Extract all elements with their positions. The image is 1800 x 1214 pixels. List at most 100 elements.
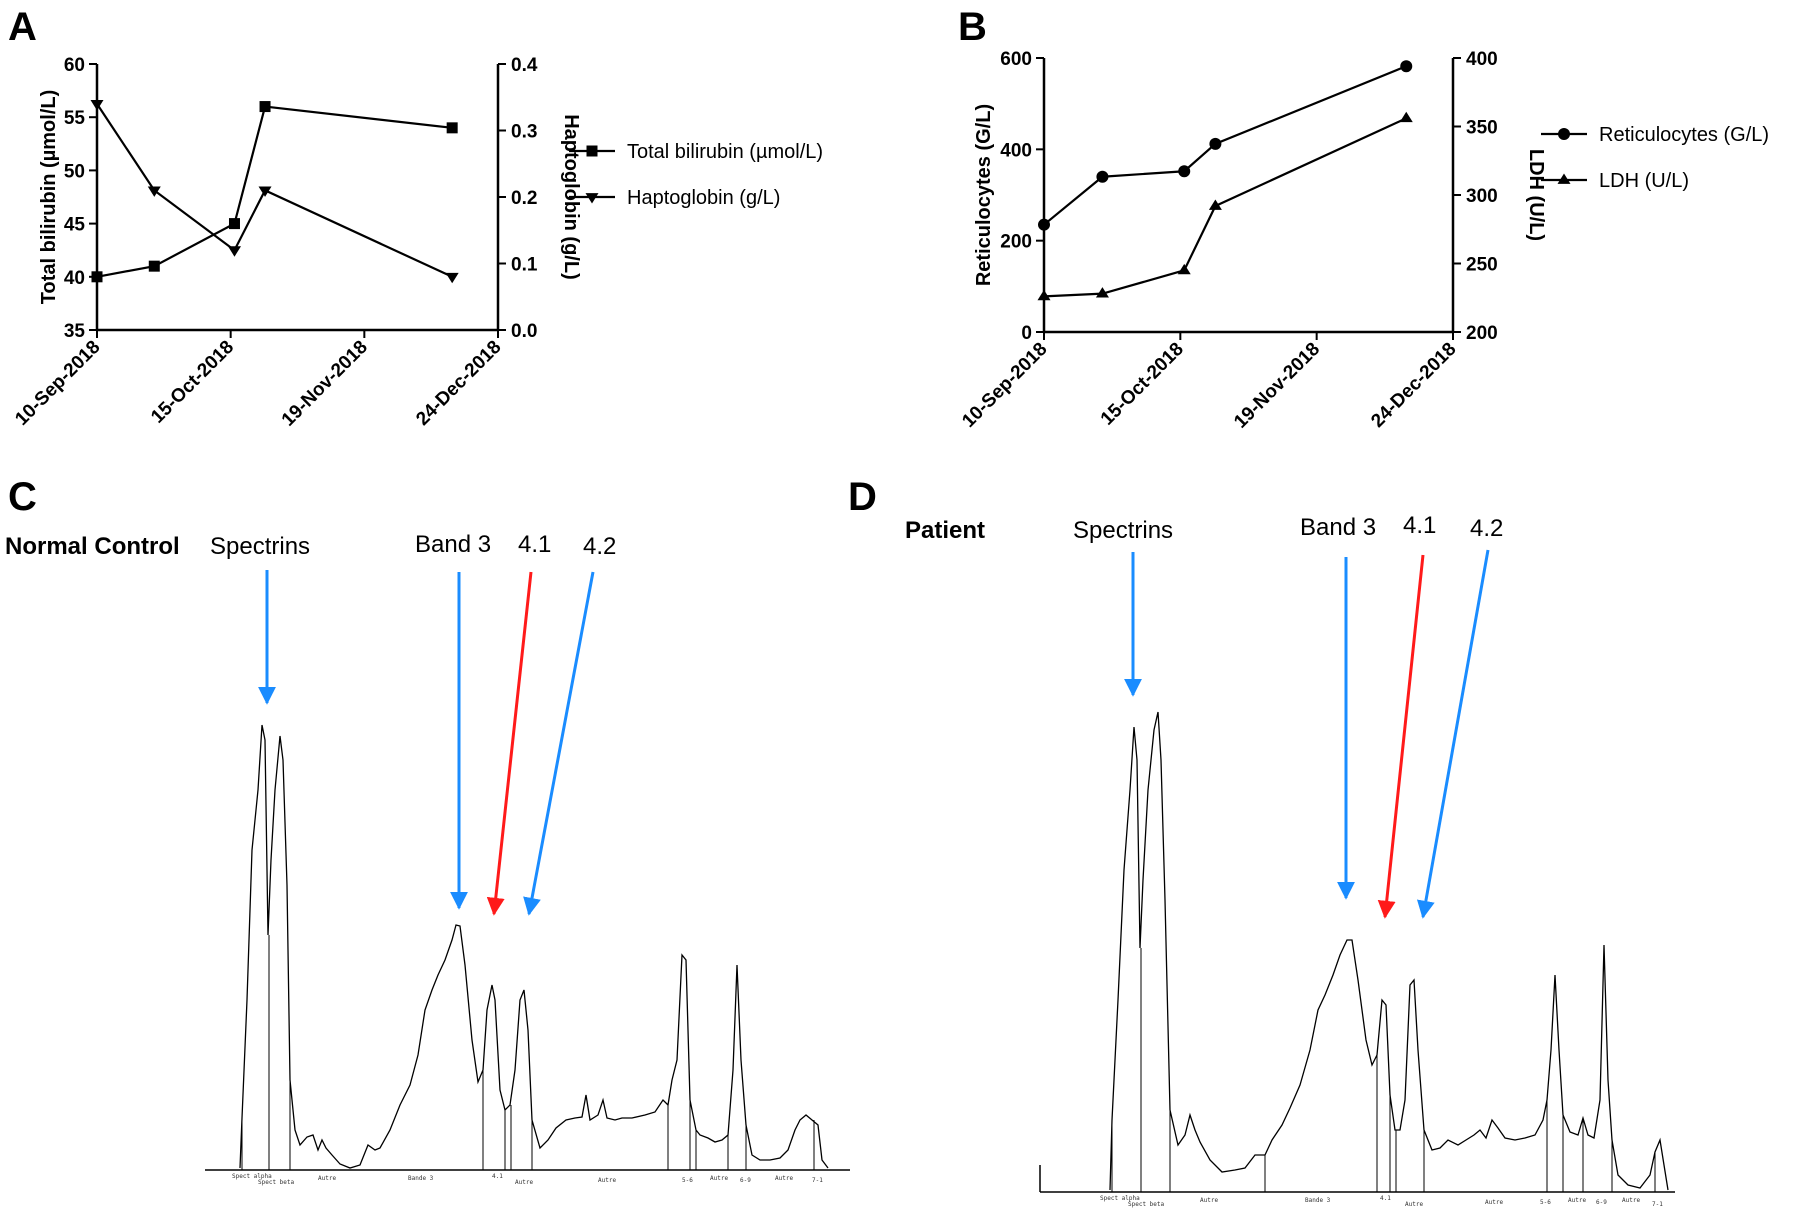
svg-text:Autre: Autre	[318, 1175, 336, 1182]
panel-letter-c: C	[8, 475, 37, 519]
svg-text:Spect alpha: Spect alpha	[1100, 1195, 1140, 1202]
data-point	[1209, 137, 1222, 150]
y-tick-label-left: 200	[1000, 232, 1032, 253]
arrow-band42	[523, 571, 595, 916]
y-tick-label-left: 45	[64, 215, 86, 236]
scan-labels-normal: Spect alpha Spect beta Autre Bande 3 4.1…	[232, 1173, 823, 1186]
svg-text:5-6: 5-6	[682, 1177, 693, 1184]
segment-lines-normal	[241, 935, 815, 1170]
svg-text:7-1: 7-1	[812, 1177, 823, 1184]
svg-text:Autre: Autre	[775, 1175, 793, 1182]
x-tick-label: 24-Dec-2018	[412, 337, 505, 430]
data-point	[446, 122, 458, 134]
label-band42: 4.2	[583, 533, 616, 560]
data-point	[445, 272, 459, 284]
data-point	[1096, 170, 1109, 183]
x-tick-label: 15-Oct-2018	[1097, 339, 1188, 430]
legend-marker-1	[585, 193, 599, 204]
x-tick-label: 19-Nov-2018	[278, 337, 372, 431]
segment-lines-patient	[1111, 948, 1656, 1192]
svg-text:Spect beta: Spect beta	[1128, 1201, 1165, 1208]
data-point	[147, 186, 161, 197]
y-tick-label-right: 400	[1466, 49, 1498, 70]
data-point	[1095, 287, 1109, 298]
y-tick-label-left: 40	[64, 268, 85, 289]
y-tick-label-right: 0.4	[511, 55, 538, 76]
legend-marker-0	[1558, 128, 1570, 140]
label-band41: 4.1	[1403, 512, 1436, 539]
data-point	[258, 186, 272, 197]
legend-label-1: LDH (U/L)	[1599, 170, 1689, 192]
svg-text:Autre: Autre	[710, 1175, 728, 1182]
panel-letter-d: D	[848, 475, 877, 519]
legend-label-0: Total bilirubin (µmol/L)	[627, 141, 823, 163]
legend-label-0: Reticulocytes (G/L)	[1599, 124, 1769, 146]
svg-text:Spect alpha: Spect alpha	[232, 1173, 272, 1180]
label-spectrins: Spectrins	[1073, 517, 1173, 544]
y-axis-title-right: LDH (U/L)	[1525, 149, 1547, 241]
y-tick-label-left: 50	[64, 161, 85, 182]
svg-text:7-1: 7-1	[1652, 1201, 1663, 1208]
densitometry-trace-patient	[1109, 711, 1669, 1191]
panel-letter-b: B	[958, 5, 987, 49]
x-tick-label: 15-Oct-2018	[147, 337, 238, 428]
data-point	[1400, 60, 1413, 73]
gel-scan-d: Patient Spectrins Band 3 4.1 4.2 Spect a…	[905, 512, 1675, 1208]
y-tick-label-right: 0.1	[511, 255, 538, 276]
gel-scan-c: Normal Control Spectrins Band 3 4.1 4.2 …	[5, 531, 850, 1186]
svg-text:Bande 3: Bande 3	[408, 1175, 434, 1182]
svg-text:4.1: 4.1	[492, 1173, 503, 1180]
label-band41: 4.1	[518, 531, 551, 558]
data-point	[1208, 199, 1222, 210]
panel-letter-a: A	[8, 5, 37, 49]
data-point	[227, 246, 241, 257]
data-point	[148, 260, 160, 272]
svg-text:Autre: Autre	[515, 1179, 533, 1186]
y-tick-label-right: 300	[1466, 186, 1498, 207]
legend-marker-1	[1557, 173, 1571, 184]
svg-text:Autre: Autre	[598, 1177, 616, 1184]
y-tick-label-right: 0.3	[511, 122, 537, 143]
data-point	[1399, 111, 1413, 123]
y-tick-label-left: 55	[64, 108, 86, 129]
legend-marker-0	[586, 145, 598, 157]
legend-label-1: Haptoglobin (g/L)	[627, 187, 780, 209]
y-axis-title-left: Total bilirubin (µmol/L)	[38, 90, 60, 304]
scan-labels-patient: Spect alpha Spect beta Autre Bande 3 4.1…	[1100, 1195, 1663, 1208]
x-tick-label: 24-Dec-2018	[1367, 339, 1460, 432]
svg-text:Autre: Autre	[1622, 1197, 1640, 1204]
arrow-band41	[1377, 554, 1425, 919]
x-tick-label: 19-Nov-2018	[1230, 339, 1324, 433]
densitometry-trace-normal	[239, 724, 829, 1169]
y-axis-title-left: Reticulocytes (G/L)	[973, 104, 995, 286]
data-point	[228, 218, 240, 230]
sample-label-normal-control: Normal Control	[5, 533, 180, 560]
svg-text:Autre: Autre	[1405, 1201, 1423, 1208]
x-tick-label: 10-Sep-2018	[11, 337, 104, 430]
data-point	[91, 271, 103, 283]
x-tick-label: 10-Sep-2018	[958, 339, 1051, 432]
svg-text:4.1: 4.1	[1380, 1195, 1391, 1202]
y-tick-label-left: 400	[1000, 140, 1032, 161]
arrow-band41	[486, 571, 533, 916]
data-point	[1177, 263, 1191, 275]
y-tick-label-right: 0.0	[511, 321, 537, 342]
arrow-band42	[1416, 549, 1490, 919]
series-line-1	[1043, 117, 1407, 298]
data-point	[259, 101, 271, 113]
label-band3: Band 3	[415, 531, 491, 558]
svg-text:Autre: Autre	[1485, 1199, 1503, 1206]
y-tick-label-right: 0.2	[511, 188, 537, 209]
chart-a: 35 40 45 50 55 60 0.0 0.1 0.2 0.3 0.4 10-Sep-2018 15…	[11, 55, 823, 431]
svg-text:6-9: 6-9	[740, 1177, 751, 1184]
label-band3: Band 3	[1300, 514, 1376, 541]
y-tick-label-right: 200	[1466, 323, 1498, 344]
data-point	[90, 100, 104, 111]
svg-text:Autre: Autre	[1568, 1197, 1586, 1204]
svg-text:Autre: Autre	[1200, 1197, 1218, 1204]
data-point	[1038, 218, 1050, 231]
chart-b: 0 200 400 600 200 250 300 350 400 10-Sep-2018 15-O…	[958, 49, 1769, 433]
y-tick-label-left: 0	[1021, 323, 1032, 344]
svg-text:6-9: 6-9	[1596, 1199, 1607, 1206]
